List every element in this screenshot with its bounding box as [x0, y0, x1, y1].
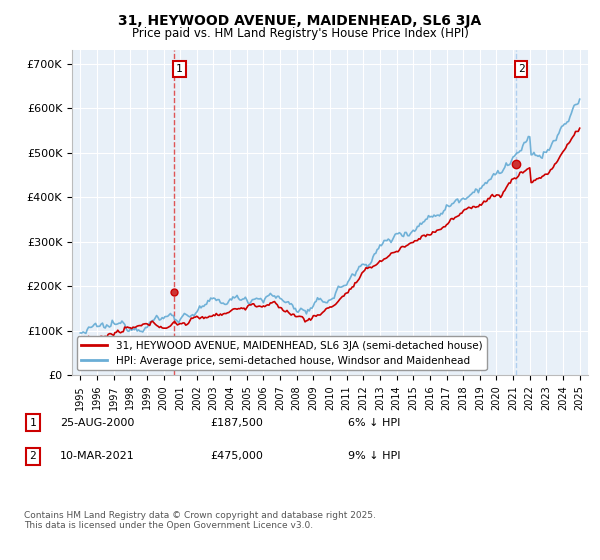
Text: Price paid vs. HM Land Registry's House Price Index (HPI): Price paid vs. HM Land Registry's House … — [131, 27, 469, 40]
Text: 6% ↓ HPI: 6% ↓ HPI — [348, 418, 400, 428]
Text: 31, HEYWOOD AVENUE, MAIDENHEAD, SL6 3JA: 31, HEYWOOD AVENUE, MAIDENHEAD, SL6 3JA — [118, 14, 482, 28]
Text: £475,000: £475,000 — [210, 451, 263, 461]
Text: 25-AUG-2000: 25-AUG-2000 — [60, 418, 134, 428]
Text: 1: 1 — [29, 418, 37, 428]
Text: £187,500: £187,500 — [210, 418, 263, 428]
Text: Contains HM Land Registry data © Crown copyright and database right 2025.
This d: Contains HM Land Registry data © Crown c… — [24, 511, 376, 530]
Text: 2: 2 — [518, 64, 524, 74]
Text: 1: 1 — [176, 64, 183, 74]
Text: 10-MAR-2021: 10-MAR-2021 — [60, 451, 135, 461]
Text: 9% ↓ HPI: 9% ↓ HPI — [348, 451, 401, 461]
Legend: 31, HEYWOOD AVENUE, MAIDENHEAD, SL6 3JA (semi-detached house), HPI: Average pric: 31, HEYWOOD AVENUE, MAIDENHEAD, SL6 3JA … — [77, 337, 487, 370]
Text: 2: 2 — [29, 451, 37, 461]
